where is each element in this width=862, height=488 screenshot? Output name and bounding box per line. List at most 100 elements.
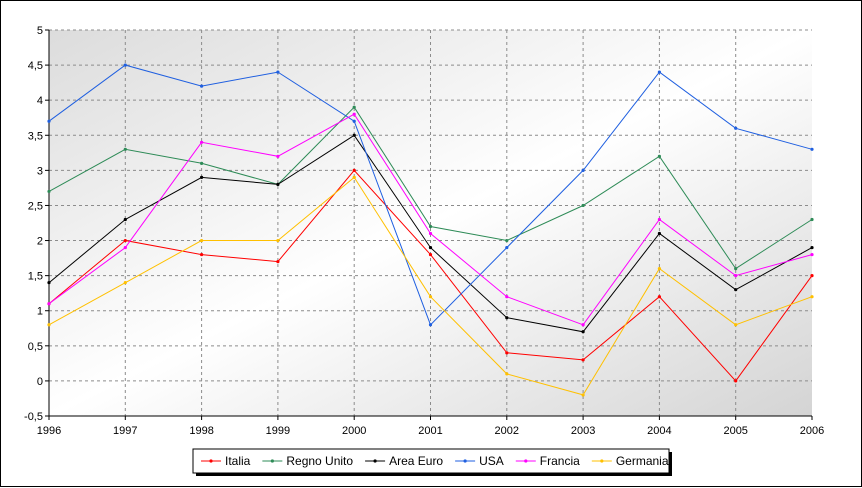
data-point-francia (352, 112, 356, 116)
data-point-regno-unito (428, 224, 433, 229)
data-point-francia (276, 154, 280, 158)
data-point-francia (734, 274, 738, 278)
data-point-italia (505, 351, 509, 355)
data-point-francia (810, 252, 814, 257)
data-point-regno-unito (581, 203, 585, 208)
data-point-germania (810, 295, 814, 299)
y-tick-label: 3,5 (28, 130, 43, 142)
y-tick-label: 5 (37, 25, 43, 37)
series-usa (47, 63, 814, 327)
data-point-regno-unito (352, 105, 356, 109)
data-point-francia (200, 140, 204, 144)
data-point-francia (123, 245, 127, 250)
data-point-usa (657, 70, 662, 74)
series-lines (47, 63, 814, 397)
tick-labels: -0,5 0 0,5 1 1,5 2 2,5 3 3,5 4 4,5 5 1996 1997 1998 199… (24, 25, 824, 437)
data-point-francia (47, 302, 51, 306)
data-point-germania (581, 393, 585, 397)
series-area-euro (47, 133, 814, 334)
x-tick-label: 2001 (418, 425, 442, 437)
data-point-regno-unito (810, 217, 814, 222)
legend-marker-italia (209, 459, 213, 463)
data-point-area-euro (276, 182, 280, 186)
data-point-italia (428, 252, 433, 257)
y-tick-label: 2,5 (28, 200, 43, 212)
y-tick-label: 1 (37, 306, 43, 318)
data-point-area-euro (581, 330, 585, 334)
data-point-italia (810, 274, 814, 278)
data-point-francia (581, 323, 585, 327)
data-point-area-euro (810, 245, 814, 250)
series-italia (47, 168, 814, 383)
data-point-italia (352, 168, 356, 172)
data-point-area-euro (505, 316, 509, 320)
axes (45, 29, 813, 420)
x-tick-label: 1998 (189, 425, 213, 437)
series-germania (47, 175, 814, 397)
x-tick-label: 2000 (342, 425, 366, 437)
data-point-germania (352, 175, 356, 179)
data-point-italia (734, 379, 738, 383)
x-tick-label: 1996 (37, 425, 61, 437)
x-tick-label: 1997 (113, 425, 137, 437)
data-point-germania (200, 238, 204, 243)
legend-label-francia: Francia (540, 454, 580, 468)
x-tick-label: 2006 (800, 425, 824, 437)
data-point-regno-unito (47, 189, 51, 194)
legend: Italia Regno Unito Area Euro USA Francia Germ… (192, 448, 672, 476)
legend-marker-area-euro (373, 459, 377, 463)
series-francia (47, 112, 814, 327)
data-point-francia (428, 231, 433, 236)
data-point-italia (200, 252, 204, 257)
legend-label-regno-unito: Regno Unito (286, 454, 353, 468)
data-point-germania (505, 372, 509, 376)
x-tick-label: 2002 (495, 425, 519, 437)
data-point-area-euro (47, 281, 51, 285)
legend-marker-regno-unito (270, 459, 274, 463)
data-point-usa (734, 126, 738, 130)
data-point-area-euro (734, 288, 738, 292)
data-point-francia (505, 295, 509, 299)
data-point-area-euro (428, 245, 433, 250)
y-tick-label: 0 (37, 376, 43, 388)
data-point-francia (657, 217, 662, 222)
legend-label-usa: USA (479, 454, 504, 468)
x-tick-label: 2004 (647, 425, 671, 437)
y-tick-label: 1,5 (28, 271, 43, 283)
x-tick-label: 2003 (571, 425, 595, 437)
data-point-usa (810, 147, 814, 151)
data-point-usa (123, 63, 127, 67)
legend-marker-francia (524, 459, 528, 463)
data-point-germania (734, 323, 738, 327)
data-point-area-euro (352, 133, 356, 137)
data-point-italia (657, 295, 662, 299)
data-point-regno-unito (657, 154, 662, 158)
y-tick-label: 2 (37, 236, 43, 248)
data-point-area-euro (657, 231, 662, 236)
data-point-regno-unito (123, 147, 127, 151)
y-tick-label: -0,5 (24, 411, 43, 423)
y-tick-label: 4,5 (28, 60, 43, 72)
data-point-regno-unito (200, 161, 204, 165)
x-tick-label: 2005 (723, 425, 747, 437)
grid-lines (49, 29, 812, 416)
data-point-italia (123, 238, 127, 243)
data-point-germania (428, 295, 433, 299)
x-tick-label: 1999 (266, 425, 290, 437)
y-tick-label: 3 (37, 165, 43, 177)
data-point-usa (276, 70, 280, 74)
data-point-area-euro (123, 217, 127, 222)
y-tick-label: 4 (37, 95, 43, 107)
legend-label-italia: Italia (225, 454, 251, 468)
data-point-italia (581, 358, 585, 362)
legend-marker-usa (463, 459, 467, 463)
data-point-usa (200, 84, 204, 88)
data-point-usa (505, 245, 509, 250)
data-point-usa (352, 119, 356, 123)
legend-label-area-euro: Area Euro (389, 454, 443, 468)
data-point-area-euro (200, 175, 204, 179)
data-point-germania (276, 238, 280, 243)
legend-marker-germania (600, 459, 604, 463)
